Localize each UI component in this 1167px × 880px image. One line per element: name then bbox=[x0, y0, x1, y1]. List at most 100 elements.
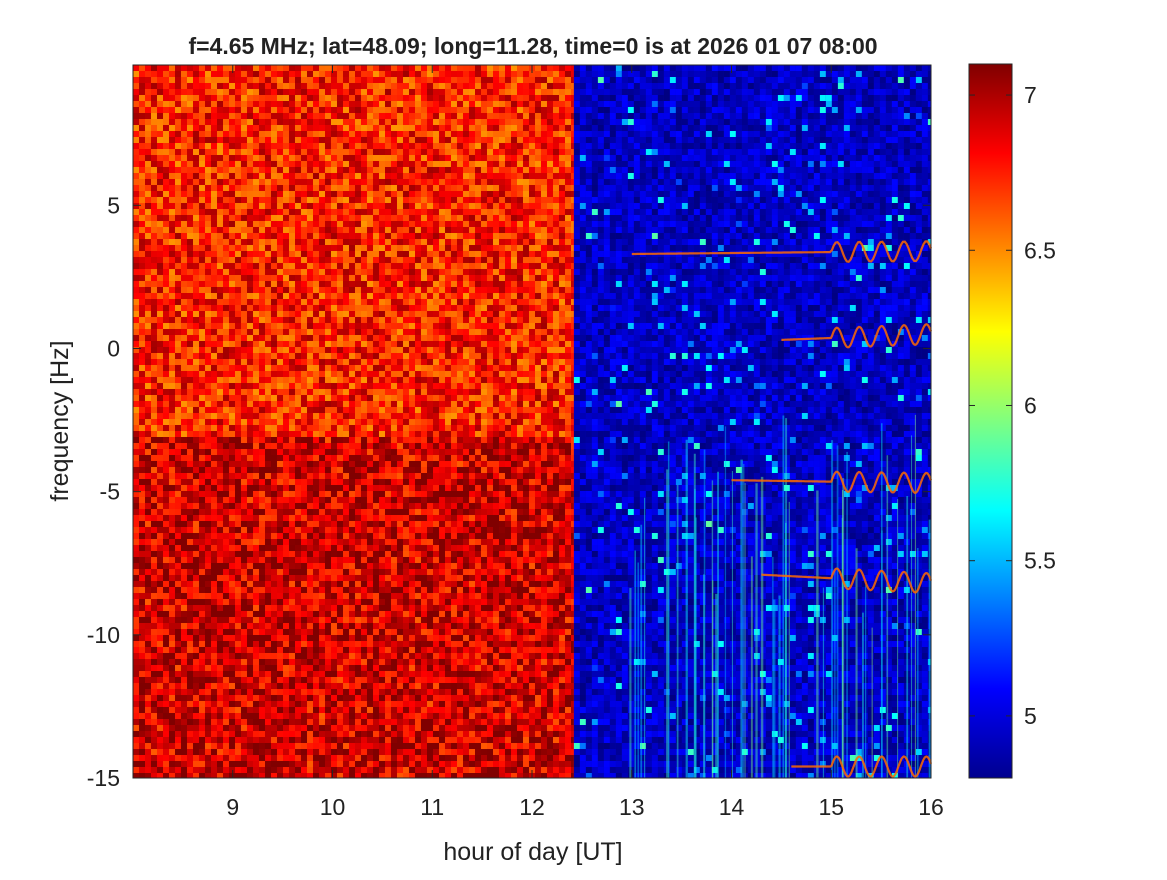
heatmap-cell bbox=[289, 173, 295, 179]
heatmap-cell bbox=[487, 83, 493, 89]
heatmap-cell bbox=[355, 395, 361, 401]
heatmap-cell bbox=[523, 431, 529, 437]
heatmap-cell bbox=[547, 83, 553, 89]
heatmap-cell bbox=[481, 311, 487, 317]
heatmap-cell bbox=[349, 401, 355, 407]
heatmap-cell bbox=[199, 95, 205, 101]
heatmap-cell bbox=[331, 365, 337, 371]
heatmap-cell bbox=[433, 215, 439, 221]
heatmap-cell bbox=[205, 155, 211, 161]
heatmap-cell bbox=[355, 179, 361, 185]
heatmap-cell bbox=[505, 173, 511, 179]
heatmap-cell bbox=[169, 101, 175, 107]
heatmap-cell bbox=[559, 203, 565, 209]
heatmap-cell bbox=[547, 365, 553, 371]
heatmap-cell bbox=[313, 425, 319, 431]
heatmap-cell bbox=[325, 167, 331, 173]
heatmap-cell bbox=[415, 167, 421, 173]
heatmap-cell bbox=[433, 311, 439, 317]
heatmap-cell bbox=[373, 461, 379, 467]
heatmap-cell bbox=[523, 455, 529, 461]
heatmap-cell bbox=[529, 305, 535, 311]
heatmap-cell bbox=[505, 137, 511, 143]
heatmap-cell bbox=[463, 227, 469, 233]
heatmap-cell bbox=[439, 293, 445, 299]
heatmap-cell bbox=[271, 65, 277, 71]
heatmap-cell bbox=[481, 305, 487, 311]
heatmap-cell bbox=[517, 95, 523, 101]
heatmap-cell bbox=[235, 209, 241, 215]
heatmap-cell bbox=[475, 455, 481, 461]
heatmap-cell bbox=[217, 323, 223, 329]
heatmap-cell bbox=[283, 425, 289, 431]
heatmap-cell bbox=[313, 113, 319, 119]
heatmap-cell bbox=[217, 413, 223, 419]
heatmap-cell bbox=[493, 365, 499, 371]
heatmap-cell bbox=[499, 173, 505, 179]
heatmap-cell bbox=[391, 305, 397, 311]
heatmap-cell bbox=[349, 173, 355, 179]
heatmap-cell bbox=[163, 377, 169, 383]
heatmap-cell bbox=[301, 131, 307, 137]
heatmap-cell bbox=[361, 281, 367, 287]
heatmap-cell bbox=[421, 215, 427, 221]
heatmap-cell bbox=[313, 221, 319, 227]
heatmap-cell bbox=[277, 371, 283, 377]
heatmap-cell bbox=[439, 71, 445, 77]
heatmap-cell bbox=[205, 365, 211, 371]
heatmap-cell bbox=[319, 317, 325, 323]
heatmap-cell bbox=[229, 137, 235, 143]
heatmap-cell bbox=[271, 335, 277, 341]
heatmap-cell bbox=[463, 311, 469, 317]
heatmap-cell bbox=[337, 449, 343, 455]
heatmap-cell bbox=[157, 215, 163, 221]
heatmap-cell bbox=[535, 209, 541, 215]
heatmap-cell bbox=[265, 389, 271, 395]
heatmap-cell bbox=[511, 455, 517, 461]
heatmap-cell bbox=[391, 173, 397, 179]
heatmap-cell bbox=[559, 155, 565, 161]
heatmap-cell bbox=[175, 293, 181, 299]
heatmap-cell bbox=[145, 167, 151, 173]
heatmap-cell bbox=[229, 239, 235, 245]
heatmap-cell bbox=[355, 245, 361, 251]
heatmap-cell bbox=[277, 113, 283, 119]
heatmap-cell bbox=[343, 143, 349, 149]
heatmap-cell bbox=[403, 113, 409, 119]
heatmap-cell bbox=[175, 197, 181, 203]
heatmap-cell bbox=[181, 449, 187, 455]
heatmap-cell bbox=[319, 77, 325, 83]
heatmap-cell bbox=[559, 191, 565, 197]
heatmap-cell bbox=[535, 413, 541, 419]
heatmap-cell bbox=[265, 131, 271, 137]
heatmap-cell bbox=[343, 185, 349, 191]
heatmap-cell bbox=[307, 167, 313, 173]
heatmap-cell bbox=[181, 359, 187, 365]
heatmap-cell bbox=[235, 281, 241, 287]
heatmap-cell bbox=[487, 125, 493, 131]
heatmap-cell bbox=[439, 83, 445, 89]
heatmap-cell bbox=[169, 377, 175, 383]
heatmap-cell bbox=[283, 455, 289, 461]
heatmap-cell bbox=[175, 443, 181, 449]
heatmap-cell bbox=[343, 311, 349, 317]
heatmap-cell bbox=[487, 413, 493, 419]
heatmap-cell bbox=[313, 299, 319, 305]
heatmap-cell bbox=[487, 377, 493, 383]
heatmap-cell bbox=[445, 149, 451, 155]
heatmap-cell bbox=[301, 251, 307, 257]
heatmap-cell bbox=[523, 401, 529, 407]
heatmap-cell bbox=[289, 287, 295, 293]
heatmap-cell bbox=[535, 143, 541, 149]
heatmap-cell bbox=[325, 395, 331, 401]
heatmap-cell bbox=[391, 257, 397, 263]
heatmap-cell bbox=[451, 185, 457, 191]
heatmap-cell bbox=[571, 305, 574, 311]
heatmap-cell bbox=[325, 467, 331, 473]
heatmap-cell bbox=[229, 461, 235, 467]
heatmap-cell bbox=[259, 431, 265, 437]
heatmap-cell bbox=[505, 161, 511, 167]
heatmap-cell bbox=[451, 197, 457, 203]
heatmap-cell bbox=[259, 455, 265, 461]
heatmap-cell bbox=[253, 293, 259, 299]
